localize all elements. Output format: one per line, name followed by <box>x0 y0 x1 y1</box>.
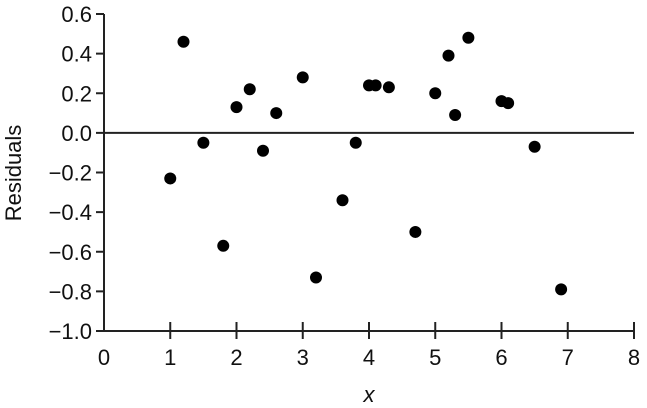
data-point <box>429 87 442 100</box>
x-axis-label: x <box>363 382 376 407</box>
data-point <box>462 31 475 44</box>
data-point <box>555 283 568 296</box>
x-tick-label: 5 <box>429 345 441 370</box>
y-tick-label: 0.4 <box>61 42 92 67</box>
y-tick-label: −1.0 <box>49 319 92 344</box>
data-point <box>197 136 210 149</box>
y-tick-label: 0.6 <box>61 2 92 27</box>
data-point <box>382 81 395 94</box>
y-tick-label: 0.0 <box>61 121 92 146</box>
data-point <box>257 144 269 157</box>
data-point <box>502 97 515 110</box>
y-tick-label: −0.6 <box>49 240 92 265</box>
x-tick-label: 2 <box>230 345 242 370</box>
y-tick-label: −0.2 <box>49 161 92 186</box>
data-point <box>349 136 362 149</box>
data-point <box>164 172 177 185</box>
y-tick-label: 0.2 <box>61 81 92 106</box>
y-axis-label: Residuals <box>1 125 26 222</box>
y-tick-label: −0.8 <box>49 279 92 304</box>
data-point <box>369 79 382 92</box>
data-point <box>230 101 243 114</box>
x-tick-label: 3 <box>297 345 309 370</box>
y-tick-label: −0.4 <box>49 200 92 225</box>
data-point <box>528 140 541 153</box>
data-point <box>336 194 349 207</box>
data-point <box>217 239 230 252</box>
data-point <box>442 49 455 62</box>
x-tick-label: 1 <box>164 345 176 370</box>
x-tick-label: 8 <box>628 345 640 370</box>
data-point <box>296 71 309 84</box>
data-points <box>164 31 568 296</box>
x-tick-label: 7 <box>562 345 574 370</box>
x-tick-label: 6 <box>495 345 507 370</box>
data-point <box>177 35 190 48</box>
data-point <box>243 83 256 96</box>
data-point <box>409 225 422 238</box>
axes: 0.6 0.4 0.2 0.0 −0.2 −0.4 −0.6 −0.8 −1.00 1 2 3 4 5 6 7… <box>49 2 641 370</box>
data-point <box>270 107 283 120</box>
data-point <box>449 109 462 122</box>
x-tick-label: 0 <box>98 345 110 370</box>
data-point <box>310 271 322 284</box>
x-tick-label: 4 <box>363 345 375 370</box>
